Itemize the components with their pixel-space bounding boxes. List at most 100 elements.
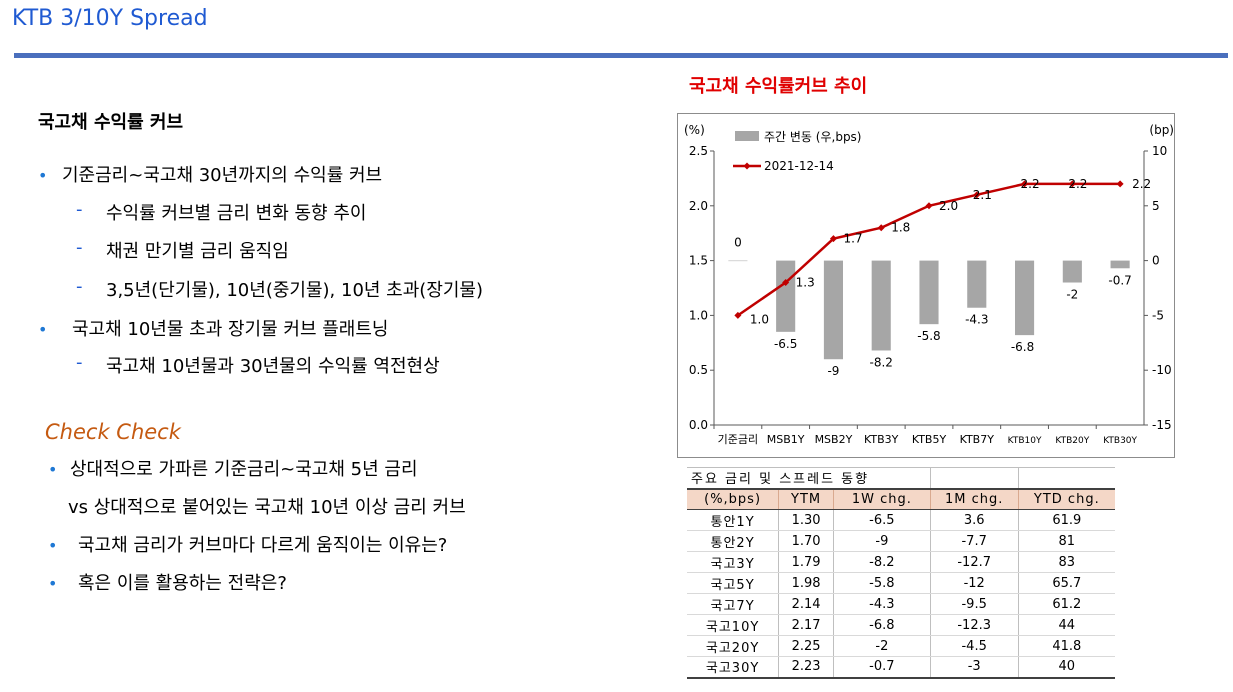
table-header-cell: 1M chg. (929, 487, 1019, 510)
line-data-label: 1.7 (843, 232, 862, 246)
table-cell: -3 (929, 656, 1019, 679)
x-axis-tick-label: 기준금리 (718, 433, 758, 446)
table-cell: 61.9 (1017, 509, 1115, 531)
x-axis-tick-label: KTB30Y (1103, 436, 1137, 446)
bar-data-label: -5.8 (917, 329, 940, 343)
line-point-marker (973, 191, 981, 199)
table-cell: -12 (929, 572, 1019, 594)
table-row: 국고10Y 2.17 -6.8 -12.3 44 (687, 614, 1115, 636)
table-cell: 65.7 (1017, 572, 1115, 594)
x-axis-tick-label: MSB1Y (767, 433, 805, 446)
table-row: 국고30Y 2.23 -0.7 -3 40 (687, 656, 1115, 679)
table-cell: 국고7Y (687, 593, 779, 615)
chart-title: 국고채 수익률커브 추이 (689, 76, 868, 97)
legend-bar-label: 주간 변동 (우,bps) (764, 130, 862, 144)
table-header-cell: (%,bps) (687, 487, 779, 510)
check-item: 상대적으로 가파른 기준금리~국고채 5년 금리 (70, 459, 418, 480)
table-row: 국고20Y 2.25 -2 -4.5 41.8 (687, 635, 1115, 657)
table-header-cell: YTM (778, 487, 834, 510)
x-axis-tick-label: KTB3Y (864, 433, 899, 446)
right-axis-tick-label: 10 (1152, 144, 1167, 158)
table-cell: 국고10Y (687, 614, 779, 636)
table-blank-cell (929, 467, 1019, 489)
check-item: 혹은 이를 활용하는 전략은? (78, 573, 287, 594)
x-axis-tick-label: MSB2Y (815, 433, 853, 446)
x-axis-tick-label: KTB10Y (1008, 436, 1042, 446)
table-cell: 2.23 (778, 656, 834, 679)
bar-mark (1015, 260, 1035, 336)
legend-bar-swatch (735, 131, 759, 141)
dash-icon: - (76, 352, 83, 373)
table-row: 국고7Y 2.14 -4.3 -9.5 61.2 (687, 593, 1115, 615)
legend-line-marker (743, 162, 751, 170)
table-body: 통안1Y 1.30 -6.5 3.6 61.9 통안2Y 1.70 -9 -7.7 81 국고3Y 1… (687, 509, 1115, 679)
table-row: 통안2Y 1.70 -9 -7.7 81 (687, 530, 1115, 552)
rates-table-container: 주요 금리 및 스프레드 동향 (%,bps) YTM 1W chg. 1M chg.… (687, 467, 1115, 679)
table-cell: -5.8 (832, 572, 931, 594)
bullet-icon: • (48, 536, 58, 555)
sub-bullet-item: 3,5년(단기물), 10년(중기물), 10년 초과(장기물) (106, 280, 484, 301)
table-cell: 통안1Y (687, 509, 779, 531)
table-title: 주요 금리 및 스프레드 동향 (687, 467, 931, 489)
bar-mark (1062, 260, 1082, 283)
dash-icon: - (76, 237, 83, 258)
bullet-item: 국고채 10년물 초과 장기물 커브 플래트닝 (72, 319, 389, 340)
bar-mark (1110, 260, 1130, 269)
table-cell: -9 (832, 530, 931, 552)
right-axis-tick-label: 5 (1152, 199, 1160, 213)
line-point-marker (734, 311, 742, 319)
table-row: 통안1Y 1.30 -6.5 3.6 61.9 (687, 509, 1115, 531)
bar-mark (871, 260, 891, 351)
line-data-label: 1.0 (750, 312, 769, 326)
table-cell: 1.70 (778, 530, 834, 552)
table-cell: 통안2Y (687, 530, 779, 552)
table-cell: 40 (1017, 656, 1115, 679)
bar-mark (776, 260, 796, 332)
bar-mark (967, 260, 987, 308)
table-row: 국고5Y 1.98 -5.8 -12 65.7 (687, 572, 1115, 594)
sub-bullet-item: 수익률 커브별 금리 변화 동향 추이 (106, 203, 367, 224)
check-item: 국고채 금리가 커브마다 다르게 움직이는 이유는? (78, 535, 448, 556)
line-point-marker (1116, 180, 1124, 188)
line-point-marker (877, 224, 885, 232)
bar-data-label: -4.3 (965, 313, 988, 327)
table-cell: -2 (832, 635, 931, 657)
left-axis-tick-label: 1.0 (689, 308, 708, 322)
table-header-cell: 1W chg. (832, 487, 931, 510)
line-data-label: 2.2 (1021, 177, 1040, 191)
table-cell: -6.8 (832, 614, 931, 636)
table-cell: -12.7 (929, 551, 1019, 573)
table-cell: -12.3 (929, 614, 1019, 636)
table-cell: 국고3Y (687, 551, 779, 573)
bullet-icon: • (48, 460, 58, 479)
line-data-label: 1.3 (796, 276, 815, 290)
table-cell: 83 (1017, 551, 1115, 573)
left-axis-unit: (%) (684, 123, 705, 137)
section-heading: 국고채 수익률 커브 (38, 112, 184, 133)
line-point-marker (1021, 180, 1029, 188)
table-cell: 61.2 (1017, 593, 1115, 615)
x-axis-tick-label: KTB5Y (912, 433, 947, 446)
bar-data-label: -8.2 (870, 355, 893, 369)
check-heading: Check Check (45, 420, 181, 444)
table-cell: -4.5 (929, 635, 1019, 657)
table-cell: -7.7 (929, 530, 1019, 552)
left-axis-tick-label: 1.5 (689, 254, 708, 268)
table-cell: -9.5 (929, 593, 1019, 615)
line-point-marker (782, 279, 790, 287)
table-cell: 국고30Y (687, 656, 779, 679)
x-axis-tick-label: KTB7Y (960, 433, 995, 446)
table-cell: -8.2 (832, 551, 931, 573)
line-point-marker (925, 202, 933, 210)
line-data-label: 2.0 (939, 199, 958, 213)
bar-data-label: 0 (734, 236, 742, 250)
left-axis-tick-label: 0.5 (689, 363, 708, 377)
bullet-item: 기준금리~국고채 30년까지의 수익률 커브 (62, 165, 383, 186)
table-cell: 44 (1017, 614, 1115, 636)
line-data-label: 2.2 (1132, 177, 1151, 191)
left-axis-tick-label: 2.5 (689, 144, 708, 158)
table-cell: -4.3 (832, 593, 931, 615)
right-axis-unit: (bp) (1149, 123, 1174, 137)
check-item: vs 상대적으로 붙어있는 국고채 10년 이상 금리 커브 (68, 497, 466, 518)
x-axis-tick-label: KTB20Y (1055, 436, 1089, 446)
